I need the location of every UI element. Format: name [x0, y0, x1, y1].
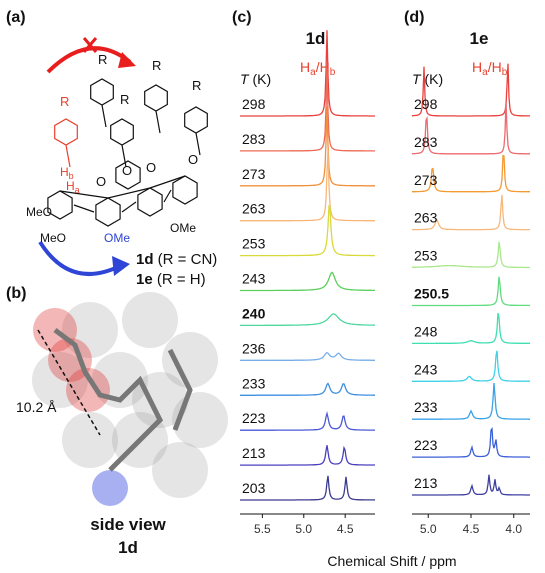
temperature-label: 263	[414, 210, 438, 226]
signal-part: /H	[488, 59, 502, 75]
signal-part: H	[300, 59, 310, 75]
sub: a	[75, 185, 80, 195]
compound-label: 1e	[470, 29, 489, 48]
compound-label: 1d	[306, 29, 326, 48]
h: H	[66, 179, 75, 193]
r-label: R	[120, 92, 129, 107]
x-axis-title: Chemical Shift / ppm	[327, 553, 456, 569]
temperature-label: 253	[414, 248, 438, 264]
temperature-label: 250.5	[414, 286, 449, 302]
compound-r: (R = H)	[153, 271, 206, 288]
temperature-label: 273	[242, 166, 266, 182]
x-tick-label: 4.5	[463, 522, 480, 536]
arrow-head	[112, 256, 130, 276]
temperature-label: 273	[414, 172, 438, 188]
methoxy-label: MeO	[40, 231, 66, 245]
o-label: O	[188, 152, 198, 167]
compound-id: 1d	[136, 251, 154, 268]
temperature-label: 233	[414, 399, 438, 415]
temperature-label: 203	[242, 480, 266, 496]
rotation-arrow	[40, 242, 120, 274]
atom-sphere	[62, 412, 118, 468]
compound-id: 1e	[136, 271, 153, 288]
x-tick-label: 5.5	[254, 522, 271, 536]
caption: side view	[90, 515, 166, 534]
compound-label: 1d (R = CN)	[136, 251, 217, 268]
temperature-label: 243	[242, 271, 266, 287]
ring	[145, 85, 168, 111]
panel-label: (d)	[404, 9, 424, 26]
x-tick-label: 4.0	[505, 522, 522, 536]
bond	[102, 105, 106, 127]
o-label: O	[146, 160, 156, 175]
caption: 1d	[118, 538, 138, 557]
temperature-label: 283	[414, 134, 438, 150]
temperature-label: 243	[414, 361, 438, 377]
r-label: R	[152, 58, 161, 73]
panel-label: (c)	[232, 9, 252, 26]
temperature-label: 223	[414, 437, 438, 453]
x-tick-label: 4.5	[337, 522, 354, 536]
bond	[156, 111, 160, 133]
signal-label: Ha/Hb	[472, 59, 508, 78]
distance-label: 10.2 Å	[16, 399, 57, 415]
ring	[55, 119, 78, 145]
panel-label: (a)	[6, 9, 26, 26]
methoxy-label: OMe	[104, 231, 130, 245]
temperature-label: 253	[242, 236, 266, 252]
x-tick-label: 5.0	[295, 522, 312, 536]
atom-sphere	[92, 470, 128, 506]
compound-r: (R = CN)	[154, 251, 218, 268]
ring	[91, 79, 114, 105]
h: H	[60, 165, 69, 179]
temperature-label: 236	[242, 340, 266, 356]
temperature-label: 298	[242, 96, 266, 112]
temp-header: T (K)	[412, 71, 443, 87]
signal-part: b	[330, 67, 336, 78]
atom-sphere	[122, 292, 178, 348]
methoxy-label: MeO	[26, 205, 52, 219]
o-label: O	[122, 163, 132, 178]
temperature-label: 240	[242, 305, 266, 321]
o-label: O	[96, 174, 106, 189]
ring	[96, 198, 120, 226]
temperature-label: 263	[242, 201, 266, 217]
temp-header: T (K)	[240, 71, 271, 87]
temperature-label: 298	[414, 96, 438, 112]
ring	[185, 107, 208, 133]
ring	[173, 176, 197, 204]
temperature-label: 213	[414, 475, 438, 491]
temp-unit: (K)	[249, 71, 272, 87]
rotation-arrow	[48, 48, 130, 72]
temperature-label: 213	[242, 445, 266, 461]
temperature-label: 248	[414, 323, 438, 339]
r-label: R	[192, 78, 201, 93]
atom-sphere	[152, 442, 208, 498]
signal-part: H	[472, 59, 482, 75]
compound-label: 1e (R = H)	[136, 271, 206, 288]
temperature-label: 233	[242, 375, 266, 391]
panel-label: (b)	[6, 285, 26, 302]
ring	[111, 119, 134, 145]
r-label: R	[98, 52, 107, 67]
ha-label: Ha	[66, 179, 80, 195]
temperature-label: 223	[242, 410, 266, 426]
figure: (a) R R R R R Hb Ha O O O O MeO MeO OMe …	[0, 0, 545, 573]
signal-label: Ha/Hb	[300, 59, 336, 78]
methoxy-label: OMe	[170, 221, 196, 235]
bond	[66, 145, 70, 167]
r-label: R	[60, 94, 69, 109]
ring	[138, 188, 162, 216]
x-tick-label: 5.0	[420, 522, 437, 536]
temperature-label: 283	[242, 131, 266, 147]
